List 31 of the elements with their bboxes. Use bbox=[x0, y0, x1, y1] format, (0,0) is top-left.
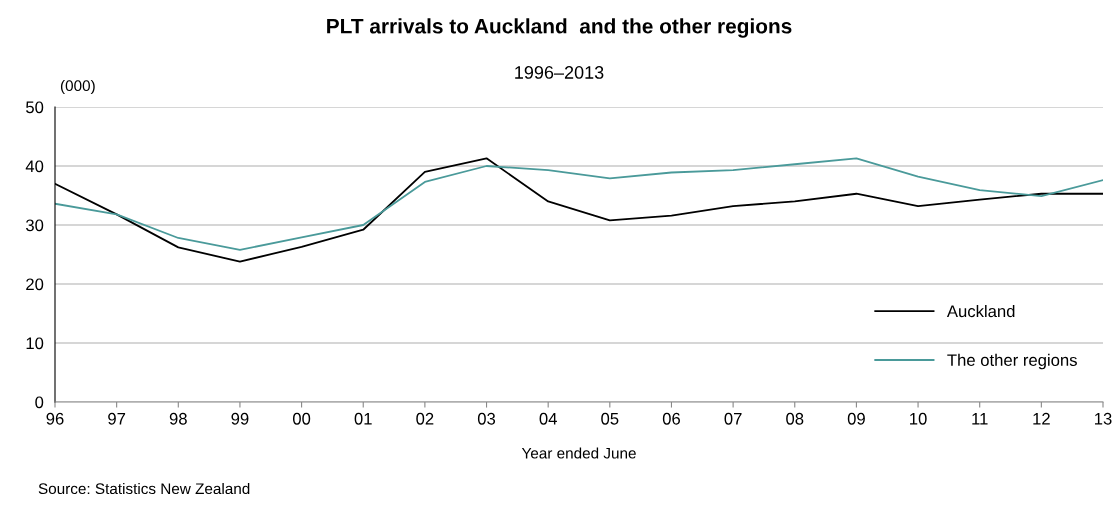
x-tick-label: 08 bbox=[786, 412, 804, 425]
x-axis-title: Year ended June bbox=[521, 447, 636, 459]
x-tick-label: 11 bbox=[972, 413, 988, 425]
x-tick-label: 97 bbox=[108, 412, 126, 425]
x-tick-label: 02 bbox=[416, 412, 434, 425]
x-tick-label: 00 bbox=[292, 412, 311, 425]
x-tick-label: 96 bbox=[46, 412, 64, 425]
x-tick-label: 04 bbox=[539, 412, 557, 425]
x-tick-label: 05 bbox=[601, 412, 619, 425]
x-tick-label: 13 bbox=[1095, 412, 1112, 425]
y-tick-label: 50 bbox=[26, 101, 44, 114]
x-tick-label: 99 bbox=[231, 412, 249, 425]
x-tick-label: 01 bbox=[354, 412, 372, 425]
y-tick-label: 10 bbox=[26, 337, 44, 350]
y-axis-title: (000) bbox=[60, 79, 95, 95]
x-tick-label: 09 bbox=[847, 412, 865, 425]
y-tick-label: 30 bbox=[25, 219, 44, 232]
chart-title: PLT arrivals to Auckland and the other regions bbox=[327, 18, 792, 38]
x-tick-label: 98 bbox=[169, 412, 187, 425]
chart-subtitle: 1996–2013 bbox=[515, 66, 604, 79]
x-tick-label: 06 bbox=[662, 412, 681, 425]
y-tick-label: 40 bbox=[25, 160, 44, 173]
legend-label: The other regions bbox=[947, 353, 1077, 370]
x-tick-label: 03 bbox=[477, 412, 496, 425]
y-tick-label: 0 bbox=[35, 396, 44, 409]
x-tick-label: 07 bbox=[724, 412, 742, 425]
legend-label: Auckland bbox=[946, 304, 1015, 318]
x-tick-label: 12 bbox=[1033, 412, 1050, 425]
y-tick-label: 20 bbox=[26, 278, 44, 291]
x-tick-label: 10 bbox=[910, 412, 927, 425]
source-note: Source: Statistics New Zealand bbox=[38, 482, 250, 495]
